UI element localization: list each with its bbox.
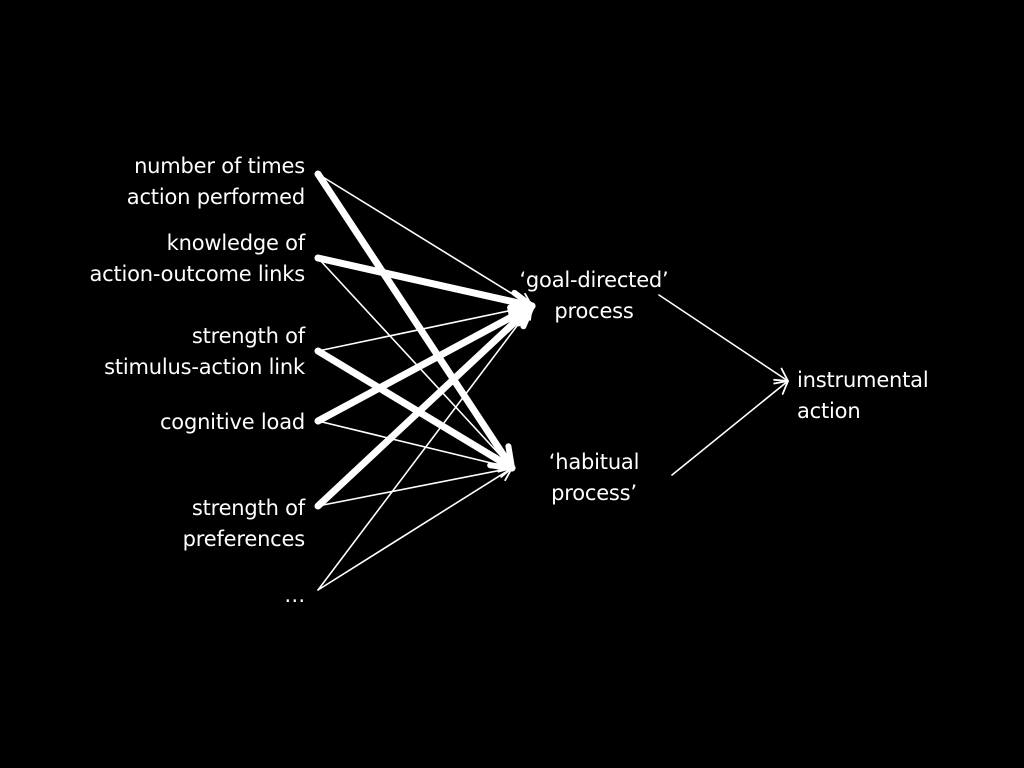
edge-prefs-to-habit — [317, 467, 513, 507]
input-label-load: cognitive load — [159, 410, 305, 434]
edge-stimulus-to-goal — [317, 305, 533, 352]
arrowhead-more-to-goal — [518, 305, 533, 321]
edge-prefs-to-goal — [314, 302, 536, 510]
process-label-habit: ‘habitual process’ — [548, 450, 640, 505]
arrowhead-habit-to-action — [773, 380, 789, 395]
edge-stimulus-to-habit — [314, 347, 516, 472]
edge-knowledge-to-goal — [314, 254, 536, 310]
edge-load-to-habit — [317, 420, 513, 469]
edge-goal-to-action — [658, 294, 789, 382]
edge-more-to-habit — [317, 467, 513, 591]
edge-knowledge-to-habit — [317, 257, 513, 469]
input-label-more: … — [284, 583, 305, 607]
edge-load-to-goal — [314, 302, 536, 425]
input-label-stimulus: strength of stimulus-action link — [104, 324, 305, 379]
edge-times-to-habit — [314, 170, 516, 472]
process-label-goal: ‘goal-directed’ process — [519, 268, 669, 323]
edge-times-to-goal — [317, 173, 533, 307]
arrowhead-more-to-habit — [497, 467, 513, 482]
input-label-prefs: strength of preferences — [182, 496, 306, 551]
edge-group — [314, 170, 789, 591]
edge-more-to-goal — [317, 305, 533, 591]
edge-habit-to-action — [671, 380, 789, 476]
output-label-action: instrumental action — [797, 368, 929, 423]
input-label-times: number of times action performed — [126, 154, 305, 209]
input-label-knowledge: knowledge of action-outcome links — [89, 231, 305, 286]
